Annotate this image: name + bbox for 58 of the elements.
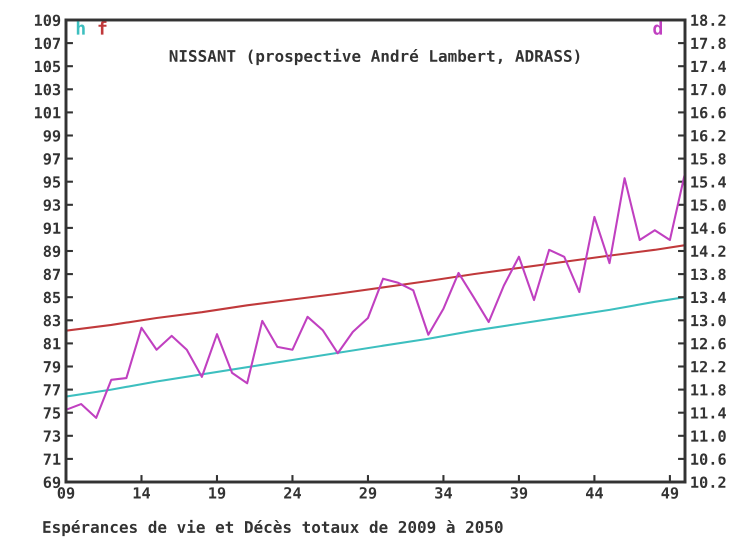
- y-tick-label: 69: [44, 476, 60, 488]
- y2-tick-label: 16.6: [691, 106, 726, 118]
- y2-tick-label: 12.6: [691, 338, 726, 350]
- x-axis-title: Espérances de vie et Décès totaux de 2009 à 2050: [43, 520, 503, 536]
- y2-tick-label: 15.0: [691, 199, 726, 211]
- text: h: [76, 20, 85, 35]
- y-tick-label: 71: [44, 454, 60, 465]
- y-tick-label: 81: [44, 338, 60, 350]
- x-tick-label: 29: [360, 487, 376, 499]
- y2-tick-label: 12.2: [691, 360, 726, 372]
- y-tick-label: 87: [44, 268, 60, 280]
- y-tick-label: 109: [34, 14, 60, 26]
- y-tick-label: 79: [44, 361, 60, 373]
- y-tick-label: 105: [34, 60, 60, 72]
- x-tick-label: 14: [134, 487, 150, 498]
- y-tick-label: 77: [44, 384, 60, 396]
- y2-tick-label: 14.2: [691, 245, 726, 257]
- y2-tick-label: 11.0: [691, 430, 726, 442]
- y2-tick-label: 14.6: [691, 222, 726, 234]
- y2-tick-label: 15.8: [691, 153, 726, 165]
- line-series: [66, 244, 685, 332]
- x-tick-label: 09: [58, 487, 74, 499]
- y-tick-label: 101: [34, 106, 60, 118]
- y2-tick-label: 18.2: [691, 14, 726, 26]
- y2-tick-label: 13.4: [691, 292, 726, 304]
- x-tick-label: 19: [209, 487, 226, 499]
- y-tick-label: 95: [44, 176, 60, 188]
- y2-tick-label: 11.4: [691, 407, 726, 419]
- y2-tick-label: 13.8: [691, 268, 726, 280]
- text: NISSANT (prospective André Lambert, ADRASS): [170, 48, 580, 66]
- y2-tick-label: 17.0: [691, 84, 726, 96]
- text: d: [653, 20, 662, 35]
- y-tick-label: 99: [44, 130, 60, 142]
- y2-tick-label: 10.6: [691, 453, 726, 465]
- line-series: [66, 296, 685, 398]
- y-tick-label: 89: [44, 245, 60, 258]
- text: f: [98, 20, 106, 35]
- y-tick-label: 107: [34, 38, 60, 50]
- x-tick-label: 34: [435, 487, 452, 499]
- y-tick-label: 97: [44, 153, 60, 165]
- y-tick-label: 85: [44, 292, 60, 304]
- y2-tick-label: 15.4: [691, 176, 726, 188]
- y2-tick-label: 11.8: [691, 384, 726, 396]
- y-tick-label: 83: [44, 314, 60, 326]
- x-tick-label: 49: [661, 487, 678, 499]
- y-tick-label: 103: [34, 84, 60, 96]
- y2-tick-label: 13.0: [691, 314, 726, 326]
- y-tick-label: 73: [44, 430, 60, 442]
- y2-tick-label: 16.2: [691, 130, 726, 142]
- y-tick-label: 75: [44, 407, 60, 419]
- x-tick-label: 39: [510, 487, 528, 499]
- x-tick-label: 24: [284, 487, 301, 498]
- y-tick-label: 91: [44, 222, 60, 234]
- y2-tick-label: 17.4: [691, 60, 726, 72]
- x-tick-label: 44: [586, 487, 603, 498]
- y2-tick-label: 17.8: [691, 38, 726, 50]
- y-tick-label: 93: [44, 199, 60, 211]
- y2-tick-label: 10.2: [691, 476, 726, 488]
